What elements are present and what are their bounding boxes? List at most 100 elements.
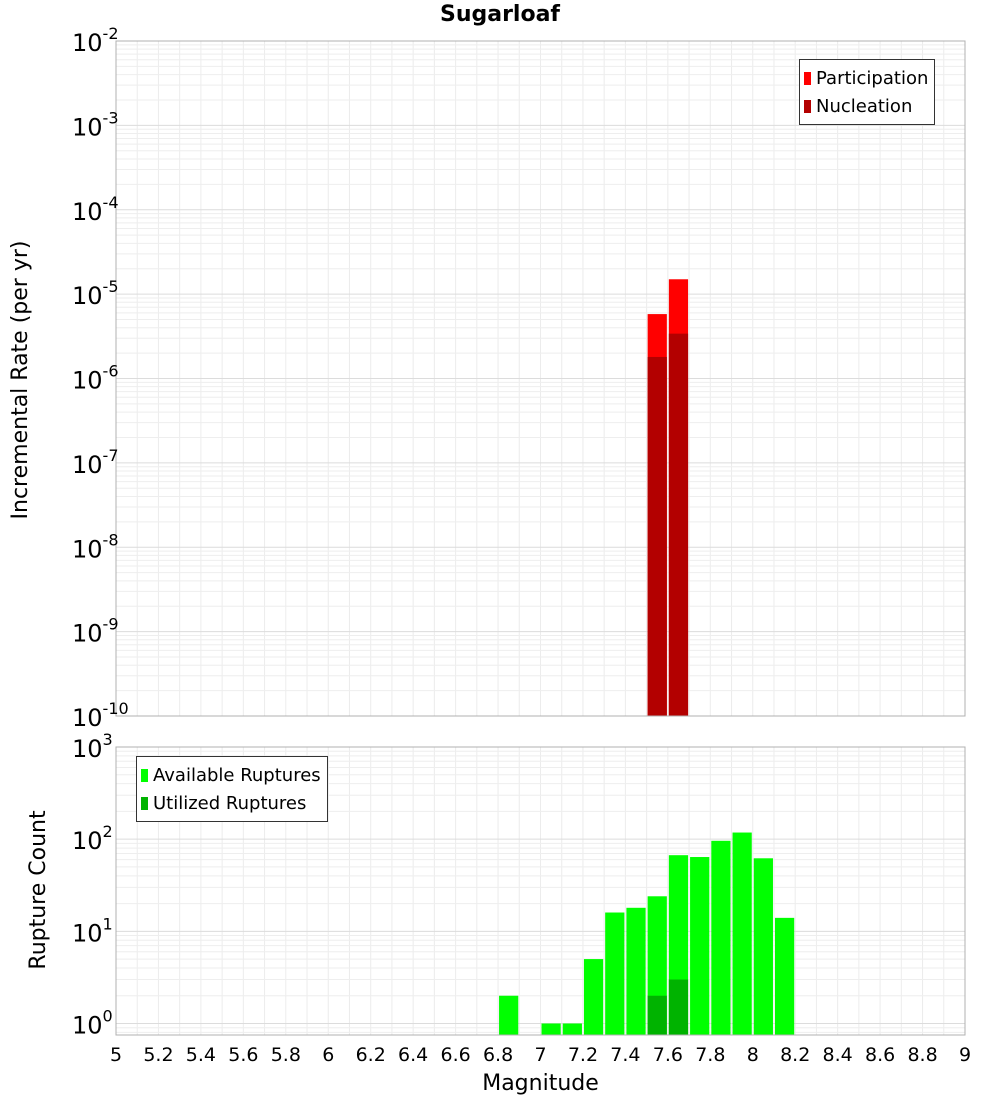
bottom-y-tick-base: 10 bbox=[72, 827, 103, 855]
x-tick-label: 6 bbox=[322, 1044, 334, 1066]
top-legend: Participation Nucleation bbox=[799, 59, 936, 125]
chart-title: Sugarloaf bbox=[439, 2, 561, 27]
top-plot-gridlines bbox=[115, 40, 966, 717]
x-tick-label: 7.8 bbox=[695, 1044, 725, 1066]
x-tick-label: 7.2 bbox=[568, 1044, 598, 1066]
legend-swatch-participation bbox=[804, 71, 811, 85]
top-y-tick-base: 10 bbox=[72, 282, 103, 310]
x-tick-label: 5.6 bbox=[228, 1044, 258, 1066]
top-y-tick-base: 10 bbox=[72, 113, 103, 141]
legend-swatch-available bbox=[141, 768, 148, 782]
bottom-plot-bars bbox=[499, 832, 795, 1035]
legend-item-participation: Participation bbox=[804, 64, 928, 92]
legend-item-available-ruptures: Available Ruptures bbox=[141, 761, 321, 789]
top-y-tick-exponent: -2 bbox=[103, 24, 119, 43]
top-y-tick-label: 10-3 bbox=[72, 108, 119, 141]
available-ruptures-bar bbox=[711, 840, 731, 1035]
x-tick-labels: 5 5.2 5.4 5.6 5.8 6 6.2 6.4 6.6 6.8 7 7.2 7.4 7.6 7.8 8… bbox=[110, 1044, 971, 1066]
top-plot-area bbox=[115, 40, 966, 717]
bottom-y-tick-exponent: 3 bbox=[103, 730, 113, 749]
top-y-tick-exponent: -4 bbox=[103, 193, 119, 212]
top-y-tick-exponent: -8 bbox=[103, 530, 119, 549]
x-tick-label: 8.4 bbox=[823, 1044, 853, 1066]
bottom-y-tick-label: 103 bbox=[72, 730, 113, 763]
utilized-ruptures-bar bbox=[668, 979, 689, 1035]
top-y-tick-label: 10-10 bbox=[72, 699, 129, 732]
legend-label-utilized: Utilized Ruptures bbox=[153, 792, 307, 814]
top-y-tick-base: 10 bbox=[72, 704, 103, 732]
nucleation-bar bbox=[647, 356, 667, 716]
top-y-tick-base: 10 bbox=[72, 451, 103, 479]
x-tick-label: 6.8 bbox=[483, 1044, 513, 1066]
x-tick-label: 7.6 bbox=[653, 1044, 683, 1066]
legend-swatch-utilized bbox=[141, 796, 148, 810]
legend-label-participation: Participation bbox=[816, 67, 929, 89]
x-tick-label: 7 bbox=[534, 1044, 546, 1066]
top-y-tick-exponent: -9 bbox=[103, 615, 119, 634]
top-y-tick-exponent: -6 bbox=[103, 362, 119, 381]
bottom-y-tick-exponent: 1 bbox=[103, 914, 113, 933]
x-tick-label: 9 bbox=[959, 1044, 971, 1066]
top-y-axis-label: Incremental Rate (per yr) bbox=[8, 241, 33, 520]
x-tick-label: 7.4 bbox=[610, 1044, 640, 1066]
top-y-tick-label: 10-6 bbox=[72, 362, 119, 395]
available-ruptures-bar bbox=[690, 857, 710, 1035]
legend-item-nucleation: Nucleation bbox=[804, 92, 928, 120]
x-tick-label: 8.8 bbox=[907, 1044, 937, 1066]
top-y-tick-base: 10 bbox=[72, 367, 103, 395]
x-tick-label: 5.8 bbox=[271, 1044, 301, 1066]
top-y-tick-base: 10 bbox=[72, 198, 103, 226]
available-ruptures-bar bbox=[732, 832, 752, 1035]
top-y-tick-label: 10-2 bbox=[72, 24, 119, 57]
bottom-y-tick-base: 10 bbox=[72, 1011, 103, 1039]
top-y-tick-base: 10 bbox=[72, 620, 103, 648]
bottom-y-tick-exponent: 2 bbox=[103, 822, 113, 841]
available-ruptures-bar bbox=[605, 912, 625, 1035]
bottom-legend: Available Ruptures Utilized Ruptures bbox=[136, 756, 328, 822]
top-y-tick-label: 10-9 bbox=[72, 615, 119, 648]
x-tick-label: 6.2 bbox=[356, 1044, 386, 1066]
available-ruptures-bar bbox=[499, 995, 519, 1035]
bottom-plot-area bbox=[115, 746, 966, 1036]
x-axis-label: Magnitude bbox=[482, 1071, 599, 1096]
legend-label-nucleation: Nucleation bbox=[816, 95, 913, 117]
bottom-y-tick-exponent: 0 bbox=[103, 1006, 113, 1025]
top-y-tick-exponent: -10 bbox=[103, 699, 129, 718]
top-y-tick-exponent: -3 bbox=[103, 108, 119, 127]
x-tick-label: 6.6 bbox=[440, 1044, 470, 1066]
top-y-tick-exponent: -7 bbox=[103, 446, 119, 465]
top-y-tick-label: 10-8 bbox=[72, 530, 119, 563]
available-ruptures-bar bbox=[562, 1023, 582, 1035]
top-y-tick-label: 10-5 bbox=[72, 277, 119, 310]
bottom-y-tick-label: 101 bbox=[72, 914, 113, 947]
x-tick-label: 6.4 bbox=[398, 1044, 428, 1066]
bottom-y-tick-label: 100 bbox=[72, 1006, 113, 1039]
utilized-ruptures-bar bbox=[647, 995, 667, 1035]
x-tick-label: 8.6 bbox=[865, 1044, 895, 1066]
bottom-plot-gridlines bbox=[115, 746, 966, 1035]
top-y-tick-exponent: -5 bbox=[103, 277, 119, 296]
available-ruptures-bar bbox=[774, 917, 795, 1035]
available-ruptures-bar bbox=[753, 858, 773, 1035]
x-tick-label: 5.4 bbox=[186, 1044, 216, 1066]
available-ruptures-bar bbox=[541, 1023, 561, 1035]
x-tick-label: 5 bbox=[110, 1044, 122, 1066]
bottom-y-tick-label: 102 bbox=[72, 822, 113, 855]
x-tick-label: 8 bbox=[747, 1044, 759, 1066]
available-ruptures-bar bbox=[583, 959, 604, 1035]
legend-item-utilized-ruptures: Utilized Ruptures bbox=[141, 789, 321, 817]
top-y-tick-base: 10 bbox=[72, 29, 103, 57]
bottom-y-tick-base: 10 bbox=[72, 735, 103, 763]
top-y-tick-label: 10-4 bbox=[72, 193, 119, 226]
bottom-y-tick-base: 10 bbox=[72, 919, 103, 947]
legend-label-available: Available Ruptures bbox=[153, 764, 321, 786]
x-tick-label: 8.2 bbox=[780, 1044, 810, 1066]
available-ruptures-bar bbox=[626, 907, 646, 1035]
nucleation-bar bbox=[668, 333, 689, 716]
top-y-tick-base: 10 bbox=[72, 535, 103, 563]
top-y-tick-label: 10-7 bbox=[72, 446, 119, 479]
bottom-y-axis-label: Rupture Count bbox=[26, 810, 51, 970]
top-y-tick-labels: 10-210-310-410-510-610-710-810-910-10 bbox=[72, 24, 129, 732]
